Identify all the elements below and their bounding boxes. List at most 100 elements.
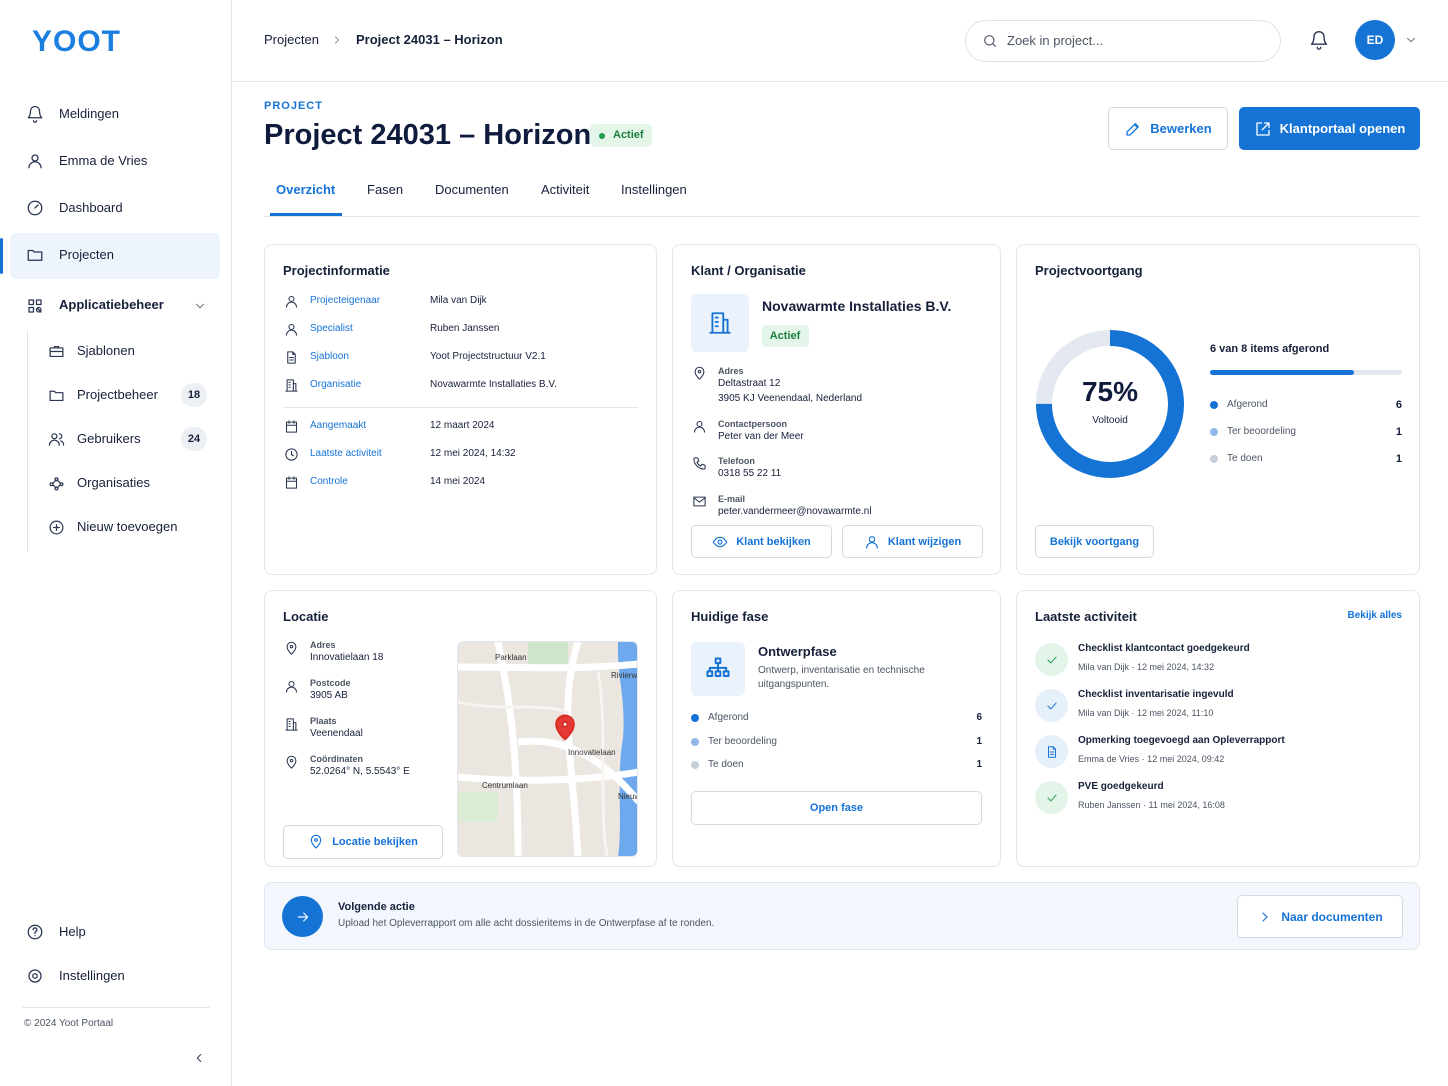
tab[interactable]: Documenten (435, 182, 509, 197)
icon (28, 154, 42, 169)
count: 18 (187, 389, 201, 401)
sub-nav-item[interactable]: Sjablonen (77, 343, 135, 358)
nav-item[interactable]: Emma de Vries (59, 153, 148, 168)
icon (709, 312, 731, 334)
tab[interactable]: Instellingen (621, 182, 687, 197)
legend-count: 1 (1395, 453, 1402, 465)
icon (694, 366, 704, 380)
percent-label: 75% (1081, 376, 1139, 407)
sub-nav-item[interactable]: Nieuw toevoegen (77, 519, 178, 534)
phase-description: Ontwerp, inventarisatie en technische ui… (758, 665, 925, 690)
icon (27, 249, 43, 261)
legend-dot (691, 714, 699, 722)
icon (284, 447, 298, 461)
card-title: Klant / Organisatie (691, 263, 806, 278)
activity-meta: Mila van Dijk · 12 mei 2024, 14:32 (1078, 662, 1215, 672)
button-label: Bekijk voortgang (1049, 535, 1140, 548)
icon (1407, 37, 1415, 43)
nav-item[interactable]: Instellingen (59, 968, 125, 983)
breadcrumb-current: Project 24031 – Horizon (356, 32, 503, 47)
icon (1256, 121, 1270, 136)
view-all-link[interactable]: Bekijk alles (1347, 610, 1402, 621)
nav-item[interactable]: Dashboard (59, 200, 123, 215)
sub-nav-item[interactable]: Organisaties (77, 475, 150, 490)
detail-value: 3905 KJ Veenendaal, Nederland (718, 393, 863, 404)
button-label: Klant bekijken (736, 535, 811, 548)
next-action-icon (282, 896, 323, 937)
detail-label: Adres (310, 640, 336, 650)
sub-nav-item[interactable]: Projectbeheer (77, 387, 158, 402)
icon (286, 755, 296, 769)
activity-title: PVE goedgekeurd (1078, 781, 1164, 792)
detail-label: Postcode (310, 678, 351, 688)
legend-name: Te doen (708, 759, 744, 770)
progress-button[interactable]: Bekijk voortgang (1035, 525, 1154, 558)
sub-nav-item[interactable]: Gebruikers (77, 431, 141, 446)
breadcrumb-link[interactable]: Projecten (264, 32, 319, 47)
icon (285, 419, 297, 433)
card-title: Projectvoortgang (1035, 263, 1143, 278)
icon (49, 476, 63, 490)
next-action-banner: Volgende actie Upload het Opleverrapport … (264, 882, 1420, 950)
search-placeholder: Zoek in project... (1007, 33, 1104, 48)
activity-icon (1035, 781, 1068, 814)
detail-label: Contactpersoon (718, 419, 788, 429)
nav-group[interactable]: Applicatiebeheer (59, 297, 164, 312)
detail-value: 3905 AB (310, 690, 348, 701)
collapse-button[interactable] (192, 1051, 206, 1065)
view-client-button[interactable]: Klant bekijken (691, 525, 832, 558)
legend-dot (1210, 455, 1218, 463)
icon (27, 105, 43, 123)
portal-button[interactable]: Klantportaal openen (1239, 107, 1420, 150)
field-label: Sjabloon (310, 351, 349, 362)
detail-value: 52.0264° N, 5.5543° E (310, 766, 410, 777)
icon (1046, 794, 1057, 801)
icon (28, 969, 42, 983)
icon[interactable] (1309, 30, 1329, 50)
phase-button[interactable]: Open fase (691, 791, 982, 825)
icon (48, 432, 64, 446)
edit-client-button[interactable]: Klant wijzigen (842, 525, 983, 558)
card-title: Locatie (283, 609, 329, 624)
tab[interactable]: Fasen (367, 182, 404, 197)
field-value: Mila van Dijk (430, 295, 487, 306)
icon-box (691, 642, 745, 696)
search-box[interactable]: Zoek in project... (965, 20, 1281, 62)
icon (49, 520, 63, 534)
legend-count: 1 (976, 759, 982, 770)
detail-label: Coördinaten (310, 754, 363, 764)
location-button[interactable]: Locatie bekijken (283, 825, 443, 859)
topbar-border (232, 81, 1448, 82)
detail-value: Veenendaal (310, 728, 363, 739)
progress-bar (1210, 370, 1354, 375)
detail-value: 0318 55 22 11 (718, 468, 782, 479)
documents-button[interactable]: Naar documenten (1237, 895, 1403, 938)
field-label: Specialist (310, 323, 353, 334)
icon (297, 911, 308, 922)
avatar[interactable]: ED (1355, 20, 1395, 60)
status-text: Actief (613, 129, 644, 141)
icon (196, 303, 204, 309)
nav-item[interactable]: Projecten (59, 247, 114, 262)
logo: YOOT (32, 25, 122, 58)
tree-line (27, 330, 28, 552)
page-title: Project 24031 – Horizon (264, 119, 592, 151)
activity-title: Opmerking toegevoegd aan Opleverrapport (1078, 735, 1285, 746)
detail-label: Adres (718, 366, 744, 376)
active-bar (0, 238, 3, 274)
activity-icon (1035, 689, 1068, 722)
edit-button[interactable]: Bewerken (1108, 107, 1228, 150)
map-label: Parklaan (495, 653, 527, 662)
icon (310, 834, 322, 849)
phase-card: Huidige fase Ontwerpfase Ontwerp, inventar… (672, 590, 1001, 867)
button-label: Locatie bekijken (332, 836, 418, 848)
tab[interactable]: Activiteit (541, 182, 590, 197)
nav-item[interactable]: Help (59, 924, 86, 939)
nav-item[interactable]: Meldingen (59, 106, 119, 121)
activity-meta: Mila van Dijk · 12 mei 2024, 11:10 (1078, 708, 1214, 718)
tab[interactable]: Overzicht (276, 182, 336, 197)
tab-indicator (270, 213, 342, 216)
icon (285, 323, 297, 336)
field-label: Projecteigenaar (310, 295, 381, 306)
